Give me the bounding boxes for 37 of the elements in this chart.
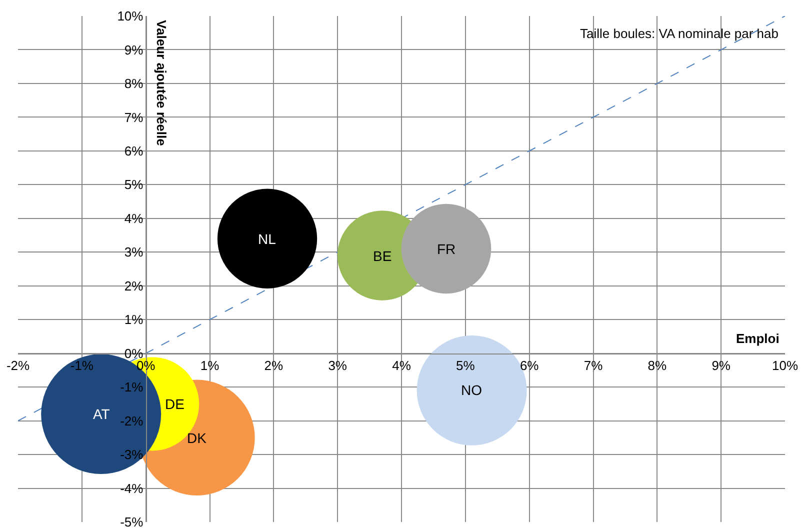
series-label: NL: [258, 231, 276, 247]
annotation: Taille boules: VA nominale par hab: [580, 26, 778, 41]
series-label: DE: [165, 396, 184, 412]
y-axis-title: Valeur ajoutée réelle: [154, 20, 169, 146]
x-tick-label: -1%: [70, 358, 94, 373]
y-tick-label: -3%: [120, 447, 144, 462]
y-tick-label: 9%: [124, 42, 144, 58]
series-label: FR: [437, 241, 456, 257]
x-tick-label: 9%: [712, 358, 731, 373]
y-tick-label: 1%: [124, 312, 144, 328]
x-tick-label: 2%: [264, 358, 284, 373]
y-tick-label: 8%: [124, 76, 144, 92]
x-axis-title: Emploi: [736, 331, 780, 346]
y-tick-label: 2%: [124, 278, 144, 294]
x-tick-label: 7%: [584, 358, 604, 373]
y-tick-label: 3%: [124, 244, 144, 260]
x-tick-label: 8%: [648, 358, 667, 373]
y-tick-label: -1%: [120, 380, 144, 395]
y-tick-label: -4%: [120, 480, 144, 496]
y-tick-label: -5%: [120, 514, 144, 530]
x-tick-label: -2%: [6, 358, 30, 373]
x-tick-label: 10%: [772, 358, 798, 373]
y-tick-label: 4%: [124, 210, 144, 226]
x-tick-label: 4%: [392, 358, 412, 373]
x-tick-label: 6%: [520, 358, 540, 373]
y-tick-label: 10%: [117, 8, 144, 24]
y-tick-label: 6%: [124, 143, 144, 158]
x-tick-label: 3%: [328, 358, 348, 373]
y-tick-label: 5%: [124, 177, 144, 192]
x-tick-label: 5%: [456, 358, 476, 373]
x-tick-label: 1%: [200, 358, 220, 373]
y-tick-label: 7%: [124, 110, 144, 125]
y-tick-label: -2%: [120, 413, 144, 428]
series-label: BE: [373, 248, 392, 264]
series-label: AT: [93, 406, 110, 422]
series-label: NO: [461, 382, 482, 398]
series-label: DK: [187, 430, 208, 446]
